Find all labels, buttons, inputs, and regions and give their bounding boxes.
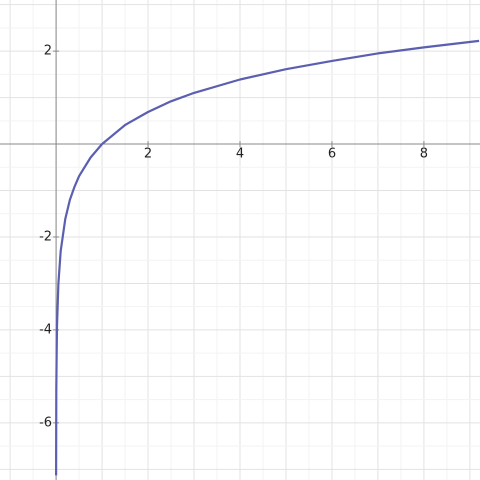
x-tick-label: 8	[420, 147, 428, 162]
y-tick-label: 2	[44, 44, 52, 59]
y-tick-label: -6	[39, 415, 52, 430]
y-tick-label: -2	[39, 229, 52, 244]
curve	[55, 39, 480, 476]
y-tick-label: -4	[39, 322, 52, 337]
x-tick-label: 6	[328, 147, 336, 162]
x-tick-label: 2	[144, 147, 152, 162]
x-tick-label: 4	[236, 147, 244, 162]
